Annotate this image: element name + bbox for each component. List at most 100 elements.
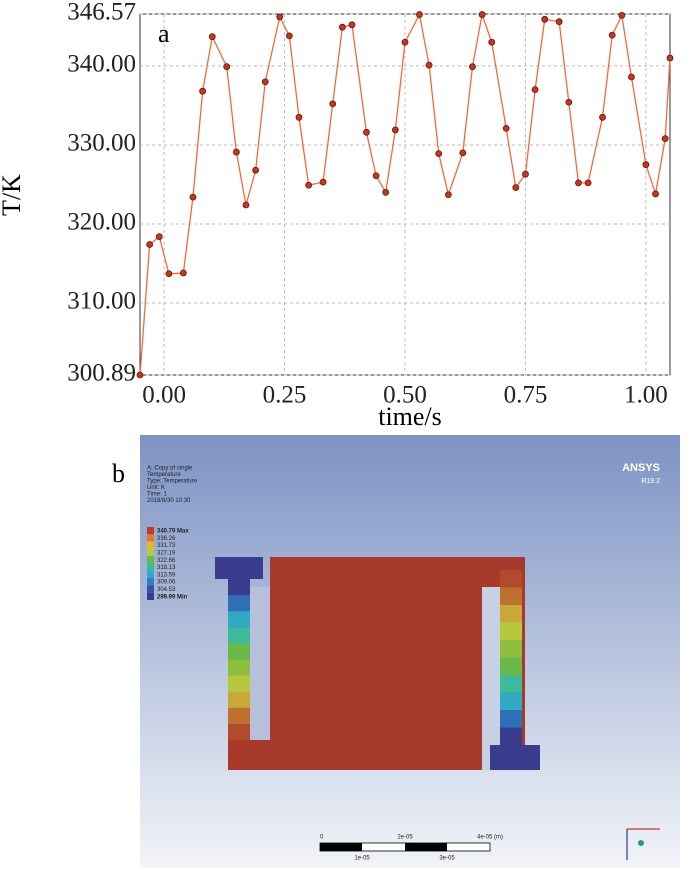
marker: [305, 181, 313, 189]
scale-seg: [320, 843, 362, 851]
version: R19.2: [641, 478, 660, 485]
column-band: [500, 640, 522, 658]
x-tick-label: 0.25: [263, 382, 307, 409]
column-band: [228, 579, 250, 596]
marker: [531, 86, 539, 94]
marker: [338, 23, 346, 31]
scale-label: 2e-05: [397, 835, 413, 841]
chart-a: a time/s T/K 300.89 310.00 320.00 330.00 340…: [0, 0, 674, 431]
gap: [250, 587, 270, 740]
column-band: [500, 710, 522, 728]
marker: [652, 190, 659, 198]
legend-swatch: [147, 563, 154, 571]
marker: [242, 201, 250, 209]
marker: [599, 113, 606, 121]
brand: ANSYS: [622, 462, 660, 474]
axis-triad: [638, 840, 644, 846]
marker: [382, 188, 390, 196]
marker: [541, 15, 549, 23]
info-line: Type: Temperature: [147, 479, 198, 485]
ansys-screenshot: b ANSYS R19.2 A: Copy of singleTemperatu…: [112, 435, 680, 868]
legend-label: 336.26: [157, 536, 176, 542]
gap: [482, 587, 500, 770]
legend-swatch: [147, 527, 154, 535]
column-band: [500, 657, 522, 676]
column-band: [228, 723, 250, 741]
x-tick-label: 0.50: [383, 382, 427, 409]
legend-swatch: [147, 541, 154, 549]
y-tick-label: 330.00: [67, 130, 136, 157]
marker: [391, 126, 399, 134]
marker: [189, 193, 197, 201]
legend-label: 340.79 Max: [157, 529, 189, 535]
x-tick-label: 0.00: [142, 382, 186, 409]
marker: [252, 166, 260, 174]
legend-label: 313.59: [157, 572, 176, 578]
legend-swatch: [147, 556, 154, 564]
column-band: [228, 707, 250, 725]
column-band: [500, 587, 522, 606]
legend-label: 327.19: [157, 550, 176, 556]
column-band: [228, 691, 250, 709]
legend-swatch: [147, 585, 154, 593]
x-axis-label: time/s: [378, 402, 442, 431]
marker: [575, 179, 582, 187]
marker: [444, 191, 452, 199]
legend-swatch: [147, 534, 154, 542]
marker: [459, 149, 467, 157]
panel-label: b: [112, 459, 125, 488]
legend-swatch: [147, 578, 154, 586]
y-tick-label: 340.00: [67, 51, 136, 78]
column-band: [500, 570, 522, 588]
legend-swatch: [147, 570, 154, 579]
marker: [565, 98, 573, 106]
marker: [295, 113, 303, 121]
info-line: A: Copy of single: [147, 466, 193, 472]
legend-label: 322.66: [157, 558, 176, 564]
marker: [478, 11, 486, 18]
column-band: [228, 659, 250, 676]
legend-swatch: [147, 592, 154, 600]
marker: [261, 78, 269, 86]
marker: [401, 38, 409, 46]
column-band: [500, 727, 522, 746]
marker: [435, 150, 443, 158]
marker: [199, 87, 207, 95]
info-line: Unit: K: [147, 485, 165, 491]
marker: [136, 371, 144, 379]
y-tick-label: 320.00: [67, 209, 136, 236]
column-band: [228, 611, 250, 628]
marker: [155, 233, 163, 241]
marker: [363, 128, 370, 136]
info-line: Time: 1: [147, 492, 167, 498]
column-band: [500, 605, 522, 623]
marker: [232, 148, 240, 156]
column-band: [228, 627, 250, 644]
marker: [488, 38, 496, 46]
y-tick-label: 310.00: [67, 288, 136, 315]
foot: [490, 745, 540, 770]
marker: [522, 170, 529, 178]
legend-label: 304.53: [157, 587, 176, 593]
scale-label: 1e-05: [354, 856, 370, 862]
x-tick-label: 1.00: [624, 382, 668, 409]
marker: [584, 179, 592, 187]
marker: [469, 63, 476, 71]
legend-label: 318.13: [157, 565, 176, 571]
marker: [372, 172, 380, 180]
marker: [179, 269, 187, 277]
column-band: [228, 675, 250, 693]
scale-label: 0: [320, 835, 324, 841]
scale-label: 4e-05 (m): [477, 835, 503, 841]
marker: [285, 32, 293, 40]
y-tick-label: 346.57: [67, 0, 136, 26]
marker: [165, 270, 173, 278]
marker: [416, 11, 423, 18]
column-band: [500, 675, 522, 693]
info-line: 2018/8/30 10:30: [147, 498, 191, 504]
scale-label: 3e-05: [439, 856, 455, 862]
column-band: [228, 595, 250, 612]
legend-label: 309.06: [157, 580, 176, 586]
marker: [666, 54, 674, 62]
